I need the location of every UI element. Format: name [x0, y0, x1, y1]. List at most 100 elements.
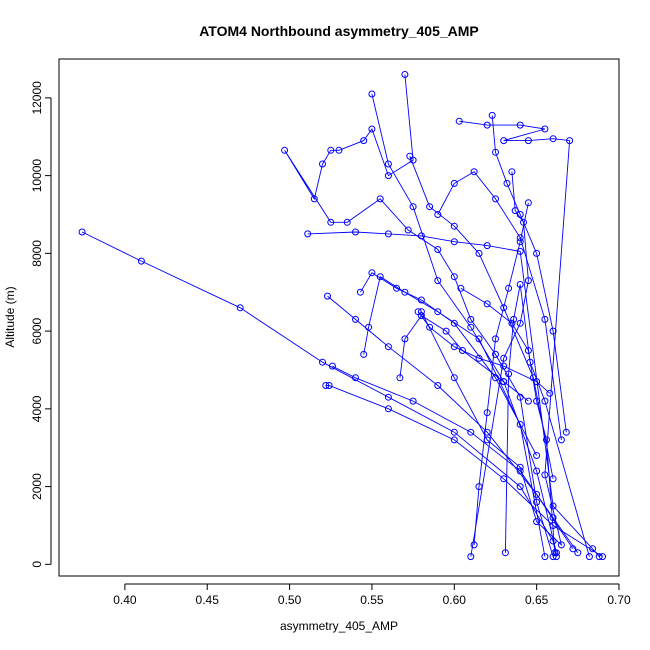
- data-point-16-3: [492, 335, 499, 343]
- data-point-16-5: [475, 483, 483, 491]
- data-point-7-6: [574, 549, 582, 557]
- data-point-3-1: [492, 148, 499, 156]
- plot-frame: [58, 58, 620, 577]
- data-point-3-5: [549, 327, 557, 335]
- x-tick-label: 0.65: [525, 593, 549, 607]
- series-line-3: [491, 115, 567, 433]
- data-point-5-7: [549, 502, 557, 510]
- data-point-0-0: [401, 71, 409, 78]
- y-tick-label: 2000: [30, 473, 44, 500]
- data-point-8-5: [533, 490, 541, 498]
- data-point-13-1: [450, 179, 458, 187]
- data-point-13-2: [470, 168, 478, 176]
- data-point-6-6: [599, 553, 606, 561]
- data-point-11-6: [524, 397, 532, 405]
- data-point-16-0: [524, 199, 532, 207]
- data-point-17-4: [526, 358, 534, 366]
- series-line-16: [473, 202, 529, 545]
- data-point-15-3: [524, 277, 532, 285]
- data-point-7-5: [549, 514, 557, 522]
- data-point-17-2: [510, 315, 518, 323]
- data-point-6-5: [549, 522, 557, 529]
- data-point-5-8: [589, 545, 597, 553]
- data-point-10-6: [533, 452, 541, 459]
- x-tick-label: 0.55: [360, 593, 384, 607]
- data-point-6-4: [500, 475, 508, 483]
- data-point-2-8: [541, 471, 549, 479]
- y-tick-label: 6000: [30, 317, 44, 344]
- data-point-5-3: [417, 232, 425, 240]
- series-line-14: [409, 156, 554, 479]
- data-point-14-0: [406, 152, 414, 160]
- series-line-8: [327, 295, 574, 550]
- data-point-9-3: [401, 288, 409, 296]
- series-points: [78, 71, 606, 561]
- data-point-4-7: [549, 537, 557, 545]
- data-point-9-5: [475, 335, 483, 343]
- series-line-12: [417, 311, 551, 394]
- data-point-8-2: [384, 343, 392, 351]
- data-point-9-2: [376, 273, 384, 281]
- data-point-17-5: [541, 397, 549, 405]
- data-point-6-3: [450, 436, 458, 444]
- data-point-18-2: [508, 319, 516, 327]
- data-point-10-4: [450, 319, 458, 327]
- data-point-3-2: [503, 179, 511, 187]
- data-point-4-4: [384, 393, 392, 401]
- data-point-15-4: [516, 319, 524, 327]
- data-point-1-2: [409, 203, 417, 211]
- data-point-7-4: [516, 467, 524, 475]
- x-axis-label: asymmetry_405_AMP: [280, 619, 398, 633]
- x-axis: 0.40 0.45 0.50 0.55 0.60 0.65 0.70: [113, 583, 631, 607]
- data-point-0-6: [327, 146, 335, 154]
- data-point-0-9: [281, 146, 289, 154]
- data-point-12-3: [475, 354, 483, 362]
- data-point-16-1: [516, 238, 524, 246]
- data-point-1-0: [368, 90, 376, 98]
- data-point-7-1: [352, 374, 359, 382]
- series-lines: [81, 74, 603, 557]
- data-point-17-3: [516, 281, 524, 288]
- data-point-3-0: [488, 111, 496, 119]
- y-axis: 0 2000 4000 6000 8000 10000 12000: [30, 81, 52, 568]
- data-point-2-11: [516, 463, 524, 471]
- data-point-10-2: [393, 284, 401, 292]
- data-point-18-6: [551, 549, 559, 557]
- data-point-18-3: [524, 347, 532, 354]
- data-point-5-1: [352, 228, 359, 236]
- data-point-10-5: [492, 374, 499, 382]
- data-point-17-6: [585, 553, 593, 561]
- data-point-14-2: [450, 222, 458, 230]
- series-line-17: [504, 284, 590, 557]
- data-point-13-4: [516, 234, 524, 242]
- data-point-2-3: [541, 125, 549, 133]
- data-point-17-1: [505, 370, 513, 378]
- data-point-0-4: [360, 137, 368, 145]
- x-tick-label: 0.60: [443, 593, 467, 607]
- data-point-5-5: [483, 242, 491, 250]
- data-point-0-5: [335, 146, 343, 154]
- data-point-14-5: [529, 374, 537, 382]
- data-point-4-8: [552, 553, 560, 561]
- series-line-10: [360, 272, 537, 456]
- data-point-18-5: [543, 436, 550, 444]
- y-axis-label: Altitude (m): [3, 286, 17, 347]
- data-point-16-2: [505, 284, 513, 292]
- series-line-11: [399, 314, 529, 402]
- x-tick-label: 0.50: [278, 593, 302, 607]
- data-point-0-16: [467, 315, 475, 323]
- series-line-0: [284, 74, 554, 557]
- data-point-13-0: [434, 211, 442, 218]
- series-line-13: [437, 171, 562, 440]
- data-point-0-17: [492, 350, 499, 358]
- data-point-3-3: [516, 211, 524, 218]
- data-point-0-10: [327, 218, 335, 226]
- data-point-2-2: [516, 121, 524, 129]
- data-point-2-9: [557, 541, 565, 549]
- data-point-9-6: [516, 420, 524, 428]
- data-point-18-1: [483, 300, 491, 308]
- data-point-18-4: [533, 397, 541, 405]
- data-point-5-6: [516, 247, 524, 255]
- data-point-11-5: [500, 378, 508, 386]
